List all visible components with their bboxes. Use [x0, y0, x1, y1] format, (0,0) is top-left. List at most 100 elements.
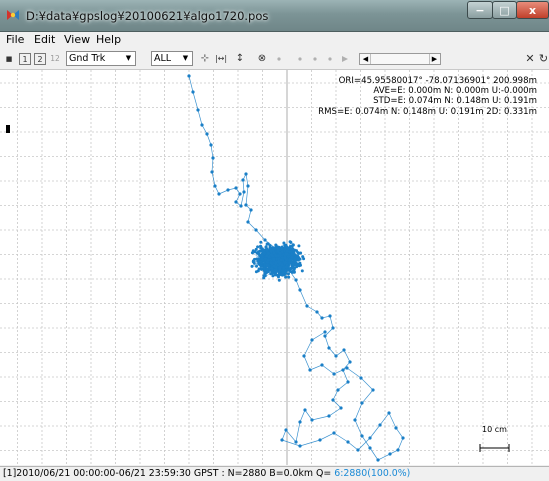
plot-grid	[0, 70, 549, 465]
play-icon[interactable]	[342, 56, 348, 62]
anim-dot-icon[interactable]	[277, 57, 281, 61]
cluster-point	[281, 270, 285, 274]
track-point	[371, 388, 375, 392]
quality-value: ALL	[154, 53, 172, 64]
toolbar: ■ 1 2 12 Gnd Trk ▼ ALL ▼ ⊹ |↔| ↕ ⊗ ◀ ▶ ✕…	[0, 49, 549, 70]
maximize-button[interactable]: □	[492, 1, 517, 19]
cluster-point	[291, 264, 295, 268]
track-point	[356, 448, 360, 452]
cluster-point	[250, 264, 254, 268]
fit-horizontal-arrows-button[interactable]: |↔|	[214, 54, 228, 63]
track-point	[205, 132, 209, 136]
cluster-point	[274, 254, 278, 258]
track-point	[360, 434, 364, 438]
close-window-button[interactable]: x	[516, 1, 549, 19]
status-quality: 6:2880(100.0%)	[334, 468, 411, 479]
track-point	[187, 74, 191, 78]
reload-icon[interactable]: ↻	[538, 52, 549, 65]
center-origin-button[interactable]: ⊗	[257, 53, 267, 64]
cluster-point	[264, 245, 268, 249]
anim-dot-icon[interactable]	[313, 57, 317, 61]
cluster-point	[297, 244, 301, 248]
track-point	[241, 178, 245, 182]
menu-edit[interactable]: Edit	[34, 33, 56, 46]
cluster-point	[263, 272, 267, 276]
track-point	[328, 314, 332, 318]
cluster-point	[292, 269, 296, 273]
cluster-point	[284, 265, 288, 269]
stop-button[interactable]: ■	[5, 54, 13, 63]
track-point	[280, 438, 284, 442]
scale-bar-label: 10 cm	[482, 425, 507, 434]
status-summary: [1]2010/06/21 00:00:00-06/21 23:59:30 GP…	[3, 468, 332, 479]
average-line: AVE=E: 0.000m N: 0.000m U:-0.000m	[373, 86, 537, 97]
solution-12-button[interactable]: 12	[50, 54, 60, 63]
cluster-point	[259, 240, 263, 244]
cluster-point	[284, 252, 288, 256]
fit-horizontal-button[interactable]: ⊹	[200, 53, 210, 64]
solution-1-button[interactable]: 1	[19, 53, 31, 65]
track-point	[298, 288, 302, 292]
track-point	[323, 334, 327, 338]
title-bar[interactable]: D:¥data¥gpslog¥20100621¥algo1720.pos − □…	[0, 0, 549, 32]
cluster-point	[254, 270, 258, 274]
menu-view[interactable]: View	[64, 33, 91, 46]
chevron-down-icon: ▼	[182, 54, 189, 62]
track-point	[226, 188, 230, 192]
plot-left-marker	[6, 125, 10, 133]
cluster-point	[279, 258, 283, 262]
close-plot-icon[interactable]: ✕	[525, 52, 535, 65]
slider-right-arrow-icon[interactable]: ▶	[429, 54, 439, 64]
cluster-point	[295, 249, 298, 253]
track-point	[387, 411, 391, 415]
cluster-point	[272, 251, 276, 255]
cluster-point	[280, 263, 284, 267]
track-point	[200, 123, 204, 127]
track-point	[254, 228, 258, 232]
track-point	[359, 376, 363, 380]
cluster-point	[277, 273, 281, 277]
solution-2-button[interactable]: 2	[34, 53, 46, 65]
anim-dot-icon[interactable]	[298, 57, 302, 61]
quality-select[interactable]: ALL ▼	[151, 51, 193, 66]
solution-statistics: ORI=45.95580017° -78.07136901° 200.998m …	[318, 76, 537, 117]
track-point	[308, 368, 312, 372]
menu-file[interactable]: File	[6, 33, 25, 46]
time-slider[interactable]: ◀ ▶	[359, 53, 441, 65]
track-point	[303, 408, 307, 412]
cluster-point	[268, 244, 272, 248]
track-point	[376, 458, 380, 462]
track-point	[305, 304, 309, 308]
std-line: STD=E: 0.074m N: 0.148m U: 0.191m	[373, 96, 537, 107]
menu-help[interactable]: Help	[96, 33, 122, 46]
fit-vertical-button[interactable]: ↕	[235, 53, 245, 64]
cluster-point	[282, 241, 286, 245]
slider-left-arrow-icon[interactable]: ◀	[361, 54, 371, 64]
track-point	[368, 446, 372, 450]
cluster-point	[281, 256, 285, 260]
status-text: [1]2010/06/21 00:00:00-06/21 23:59:30 GP…	[3, 467, 410, 481]
cluster-point	[280, 247, 284, 251]
track-point	[246, 184, 250, 188]
ground-track-plot[interactable]: ORI=45.95580017° -78.07136901° 200.998m …	[0, 70, 549, 465]
cluster-point	[274, 268, 278, 272]
anim-dot-icon[interactable]	[328, 57, 332, 61]
cluster-point	[272, 257, 276, 261]
cluster-point	[258, 260, 262, 264]
track-point	[360, 401, 364, 405]
cluster-point	[278, 266, 282, 270]
cluster-point	[265, 254, 269, 258]
plot-canvas[interactable]	[0, 70, 549, 465]
track-point	[331, 326, 335, 330]
cluster-point	[266, 251, 270, 255]
cluster-point	[265, 248, 269, 252]
cluster-point	[260, 256, 264, 259]
minimize-button[interactable]: −	[467, 1, 493, 19]
plot-type-select[interactable]: Gnd Trk ▼	[66, 51, 136, 66]
cluster-point	[266, 258, 270, 262]
track-point	[209, 143, 213, 147]
track-point	[341, 368, 345, 372]
cluster-point	[285, 249, 289, 253]
track-point	[239, 204, 243, 208]
track-point	[238, 192, 242, 196]
